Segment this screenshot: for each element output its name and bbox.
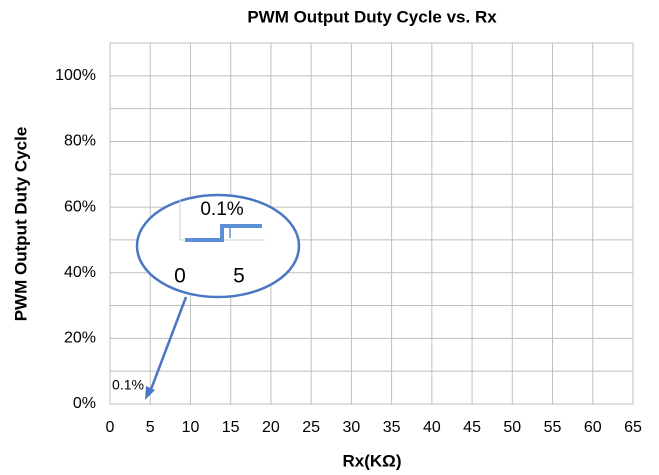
callout-arrow-head bbox=[145, 386, 155, 400]
x-tick-label: 60 bbox=[584, 419, 602, 436]
y-tick-label: 80% bbox=[64, 133, 96, 150]
annotation: 0.1% bbox=[112, 377, 144, 393]
x-tick-label: 45 bbox=[463, 419, 481, 436]
inset-ellipse bbox=[135, 193, 301, 299]
x-axis-label: Rx(KΩ) bbox=[343, 451, 402, 470]
y-tick-label: 20% bbox=[64, 330, 96, 347]
callout-arrow bbox=[148, 296, 188, 393]
x-tick-label: 10 bbox=[182, 419, 200, 436]
x-tick-label: 0 bbox=[106, 419, 115, 436]
x-tick-label: 40 bbox=[423, 419, 441, 436]
x-tick-label: 20 bbox=[262, 419, 280, 436]
y-tick-label: 60% bbox=[64, 198, 96, 215]
x-tick-label: 55 bbox=[544, 419, 562, 436]
inset-line bbox=[185, 224, 262, 242]
chart-title: PWM Output Duty Cycle vs. Rx bbox=[247, 7, 497, 26]
inset-label: 0.1% bbox=[200, 199, 243, 220]
y-tick-label: 100% bbox=[55, 67, 96, 84]
inset-label: 5 bbox=[233, 265, 245, 288]
y-axis-label: PWM Output Duty Cycle bbox=[11, 127, 30, 322]
x-tick-label: 30 bbox=[342, 419, 360, 436]
inset-label: 0 bbox=[174, 265, 186, 288]
x-tick-label: 25 bbox=[302, 419, 320, 436]
y-tick-label: 0% bbox=[73, 395, 96, 412]
x-tick-label: 50 bbox=[503, 419, 521, 436]
inset: 0.1% 0 5 bbox=[135, 193, 301, 400]
x-tick-label: 15 bbox=[222, 419, 240, 436]
x-tick-label: 35 bbox=[383, 419, 401, 436]
x-tick-label: 65 bbox=[624, 419, 642, 436]
x-tick-label: 5 bbox=[146, 419, 155, 436]
y-tick-label: 40% bbox=[64, 264, 96, 281]
